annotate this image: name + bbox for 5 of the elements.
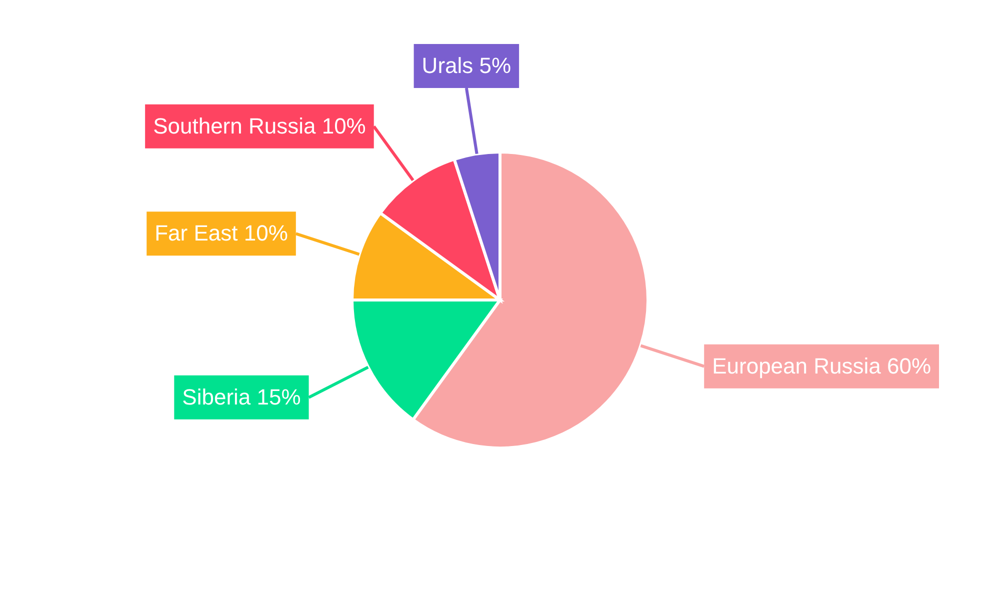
- slice-label: Urals 5%: [422, 53, 512, 78]
- slice-label: Siberia 15%: [182, 384, 301, 410]
- slice-label: European Russia 60%: [712, 353, 932, 378]
- slice-label: Southern Russia 10%: [153, 113, 366, 138]
- slice-label: Far East 10%: [154, 220, 288, 246]
